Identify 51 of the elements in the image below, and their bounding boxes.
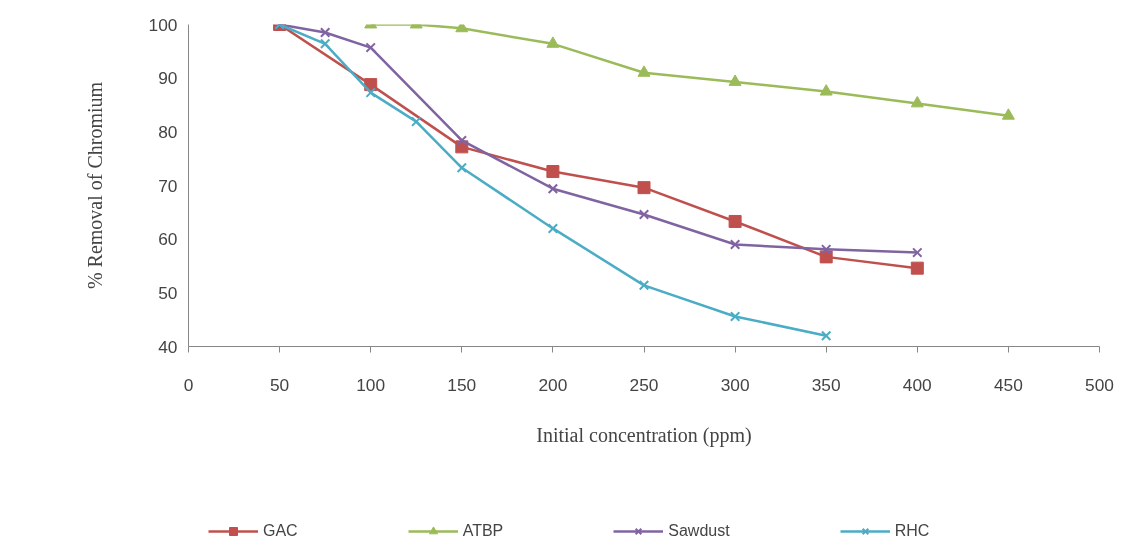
point [729,311,741,322]
x-tick-label: 50 [269,374,290,395]
point [819,250,833,264]
y-axis-title: % Removal of Chromium [83,81,106,290]
point [910,95,924,108]
x-tick-label: 150 [447,374,477,395]
point [411,116,422,127]
point [546,165,560,179]
legend-label: Sawdust [668,522,730,540]
point [319,27,331,38]
legend-label: RHC [894,522,930,540]
point [638,280,650,291]
point [365,87,376,98]
point [638,209,650,220]
y-tick-label: 80 [158,121,178,142]
point [319,38,331,50]
point [820,244,832,255]
point [1001,108,1015,120]
point [547,183,559,194]
y-tick-label: 70 [158,175,178,196]
x-tick-label: 350 [811,374,841,395]
legend-label: ATBP [462,522,504,540]
point [729,239,741,250]
point [456,135,468,146]
legend-label: GAC [263,522,298,540]
x-tick-label: 250 [629,374,659,395]
y-tick-label: 50 [158,282,178,303]
point [728,74,742,86]
point [637,65,651,77]
point [820,330,832,342]
point [546,36,560,48]
point [728,214,742,228]
x-tick-label: 200 [538,374,568,395]
x-tick-label: 450 [993,374,1023,395]
x-tick-label: 500 [1085,374,1114,395]
y-tick-label: 40 [158,336,178,357]
point [547,223,559,234]
point [365,42,376,53]
x-axis-title: Initial concentration (ppm) [536,423,752,447]
x-tick-label: 100 [356,374,386,395]
point [912,247,923,258]
y-tick-label: 90 [158,68,178,89]
x-tick-label: 400 [902,374,932,395]
point [637,181,651,195]
point [910,261,924,275]
x-tick-label: 0 [183,374,194,395]
x-tick-label: 300 [720,374,750,395]
point [819,84,833,96]
point [456,162,468,174]
y-tick-label: 60 [158,229,178,250]
y-tick-label: 100 [148,14,178,35]
